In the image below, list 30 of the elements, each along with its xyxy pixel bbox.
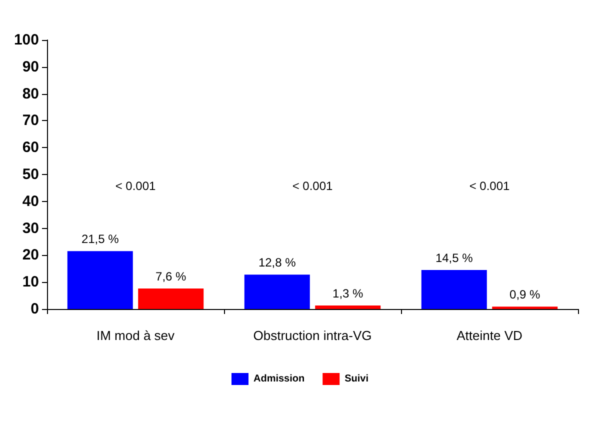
- y-tick-label: 80: [22, 85, 39, 102]
- annotation: < 0.001: [115, 179, 156, 193]
- x-tick-label: Obstruction intra-VG: [253, 328, 372, 343]
- y-tick-label: 30: [22, 220, 39, 237]
- y-tick-label: 20: [22, 246, 39, 264]
- data-label: 7,6 %: [156, 270, 187, 284]
- bar: [138, 288, 204, 309]
- data-label: 1,3 %: [332, 286, 364, 301]
- y-tick-label: 90: [22, 58, 39, 76]
- legend-label: Admission: [253, 374, 305, 384]
- y-tick-label: 100: [14, 32, 39, 48]
- annotation: < 0.001: [469, 179, 510, 193]
- y-tick-label: 60: [22, 139, 39, 156]
- x-tick-label: Atteinte VD: [456, 328, 522, 343]
- legend-label: Suivi: [344, 374, 369, 384]
- data-label: 0,9 %: [510, 288, 541, 302]
- y-tick-label: 70: [22, 112, 39, 130]
- data-label: 21,5 %: [81, 232, 120, 246]
- y-tick-label: 40: [22, 192, 39, 210]
- bar: [315, 306, 381, 309]
- bar: [67, 251, 133, 309]
- y-tick-label: 50: [22, 166, 39, 183]
- annotation: < 0.001: [292, 179, 334, 193]
- bar: [421, 270, 487, 309]
- y-tick-label: 10: [22, 274, 39, 291]
- y-tick-label: 0: [30, 300, 39, 318]
- data-label: 12,8 %: [258, 256, 296, 270]
- data-label: 14,5 %: [435, 250, 474, 265]
- bar: [244, 274, 310, 309]
- x-tick-label: IM mod à sev: [96, 328, 176, 343]
